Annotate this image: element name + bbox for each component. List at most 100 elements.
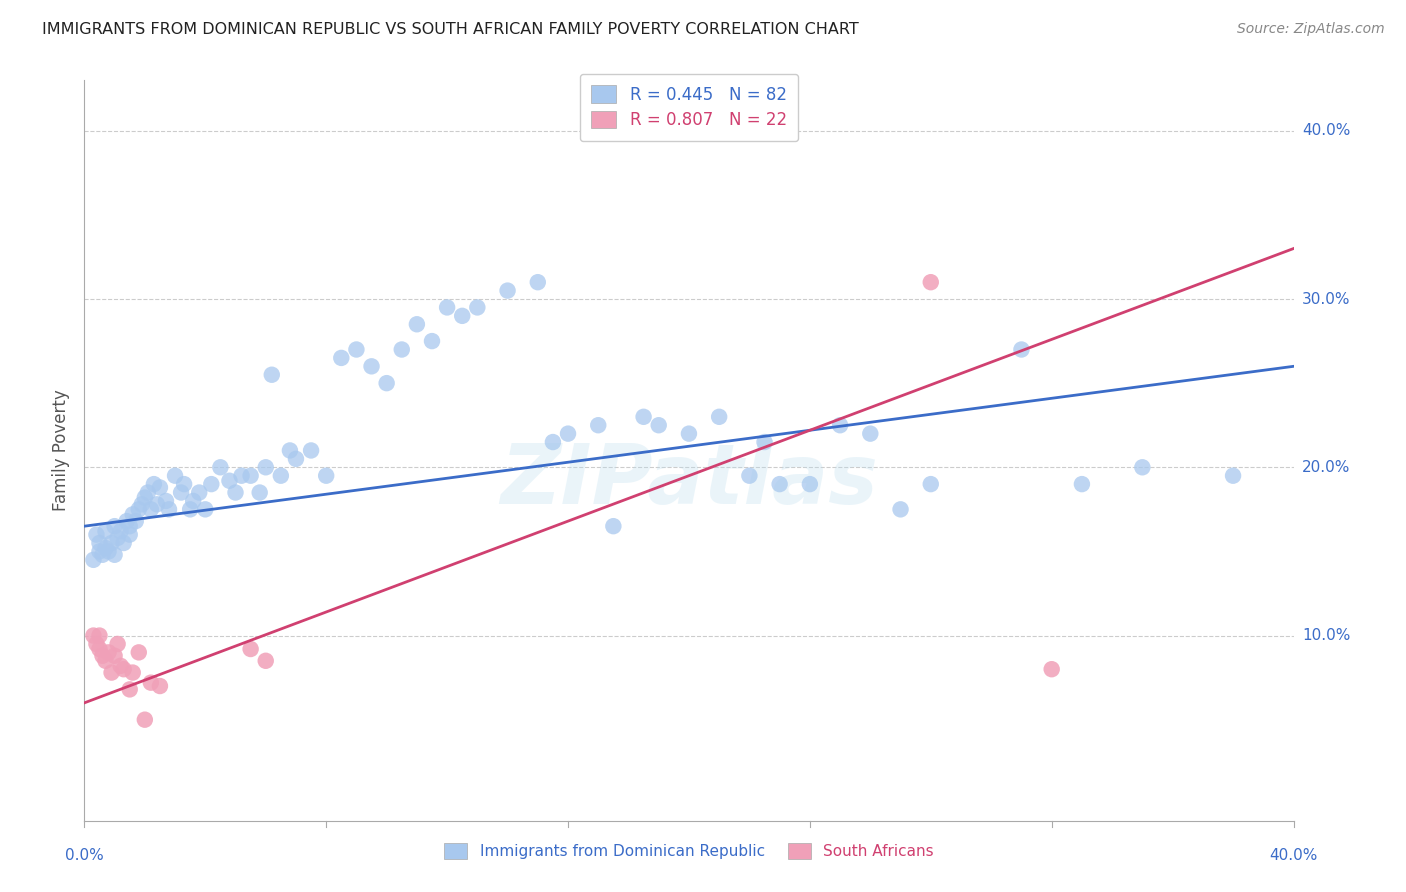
Point: [1130, 460, 1153, 475]
Point: [155, 494, 177, 508]
Point: [118, 527, 141, 541]
Point: [104, 648, 127, 663]
Y-axis label: Family Poverty: Family Poverty: [52, 390, 70, 511]
Point: [391, 343, 413, 357]
Point: [86, 527, 108, 541]
Point: [128, 502, 150, 516]
Point: [173, 477, 195, 491]
Point: [1011, 343, 1033, 357]
Text: 0.0%: 0.0%: [65, 848, 104, 863]
Point: [648, 418, 671, 433]
Point: [146, 497, 169, 511]
Point: [134, 491, 156, 505]
Point: [231, 468, 253, 483]
Point: [859, 426, 882, 441]
Point: [97, 544, 120, 558]
Point: [420, 334, 443, 348]
Point: [209, 460, 232, 475]
Point: [541, 435, 564, 450]
Point: [200, 477, 222, 491]
Point: [170, 485, 193, 500]
Point: [94, 654, 117, 668]
Point: [678, 426, 700, 441]
Point: [239, 642, 262, 657]
Point: [121, 665, 143, 680]
Point: [738, 468, 761, 483]
Point: [139, 502, 162, 516]
Point: [602, 519, 624, 533]
Point: [278, 443, 301, 458]
Point: [136, 485, 159, 500]
Point: [218, 474, 240, 488]
Point: [89, 628, 111, 642]
Point: [112, 536, 135, 550]
Point: [82, 628, 104, 642]
Point: [709, 409, 731, 424]
Point: [139, 675, 162, 690]
Point: [100, 665, 122, 680]
Point: [89, 642, 111, 657]
Point: [157, 502, 180, 516]
Point: [225, 485, 247, 500]
Point: [125, 514, 148, 528]
Point: [436, 301, 458, 315]
Text: 20.0%: 20.0%: [1302, 459, 1350, 475]
Point: [330, 351, 353, 365]
Text: 40.0%: 40.0%: [1270, 848, 1317, 863]
Point: [588, 418, 610, 433]
Point: [86, 637, 108, 651]
Point: [254, 460, 277, 475]
Point: [97, 645, 120, 659]
Point: [110, 658, 132, 673]
Point: [118, 682, 141, 697]
Point: [920, 275, 942, 289]
Point: [315, 468, 337, 483]
Point: [128, 645, 150, 659]
Point: [406, 318, 429, 332]
Point: [131, 497, 153, 511]
Point: [104, 519, 127, 533]
Point: [104, 548, 127, 562]
Point: [830, 418, 852, 433]
Point: [239, 468, 262, 483]
Text: ZIPatlas: ZIPatlas: [501, 440, 877, 521]
Point: [633, 409, 655, 424]
Point: [181, 494, 204, 508]
Point: [110, 524, 132, 539]
Point: [360, 359, 382, 374]
Point: [467, 301, 489, 315]
Point: [346, 343, 368, 357]
Point: [115, 514, 138, 528]
Point: [112, 662, 135, 676]
Point: [496, 284, 519, 298]
Point: [94, 524, 117, 539]
Legend: Immigrants from Dominican Republic, South Africans: Immigrants from Dominican Republic, Sout…: [436, 834, 942, 869]
Point: [188, 485, 211, 500]
Text: Source: ZipAtlas.com: Source: ZipAtlas.com: [1237, 22, 1385, 37]
Point: [89, 536, 111, 550]
Point: [1071, 477, 1094, 491]
Point: [91, 648, 114, 663]
Point: [100, 536, 122, 550]
Point: [451, 309, 474, 323]
Point: [107, 637, 129, 651]
Point: [285, 451, 308, 466]
Point: [118, 519, 141, 533]
Point: [134, 713, 156, 727]
Point: [1040, 662, 1063, 676]
Point: [89, 544, 111, 558]
Point: [121, 508, 143, 522]
Point: [82, 553, 104, 567]
Point: [769, 477, 792, 491]
Point: [165, 468, 187, 483]
Point: [179, 502, 201, 516]
Point: [107, 531, 129, 545]
Point: [920, 477, 942, 491]
Text: 30.0%: 30.0%: [1302, 292, 1350, 307]
Point: [149, 480, 172, 494]
Point: [1222, 468, 1244, 483]
Point: [254, 654, 277, 668]
Point: [527, 275, 550, 289]
Text: 10.0%: 10.0%: [1302, 628, 1350, 643]
Point: [270, 468, 292, 483]
